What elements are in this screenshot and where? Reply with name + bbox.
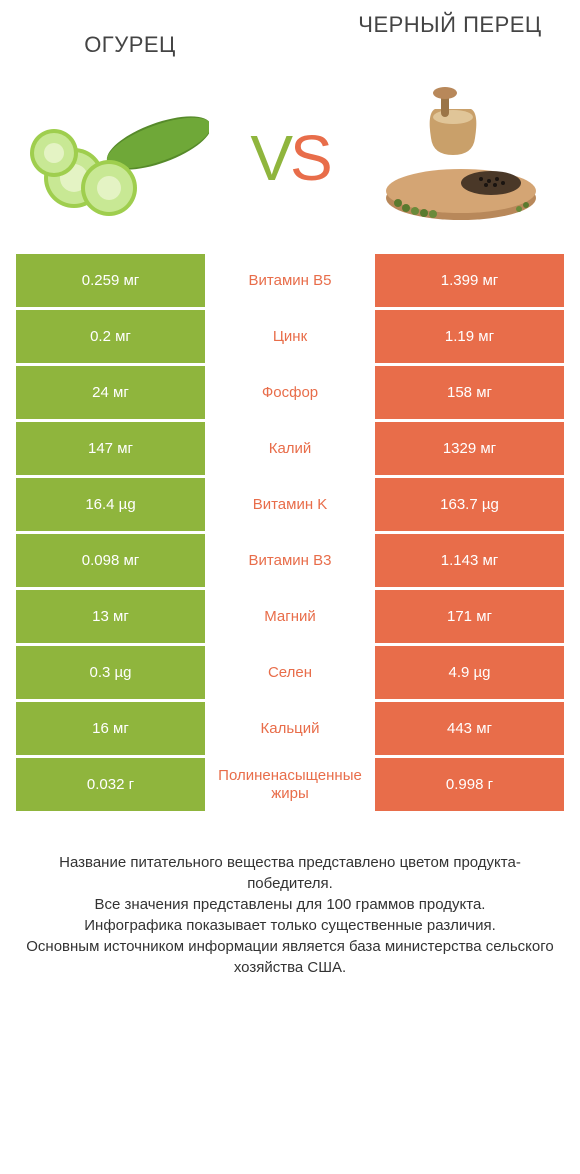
right-value-cell: 163.7 µg [375,478,564,531]
footer-line-4: Основным источником информации является … [24,936,556,978]
table-row: 24 мгФосфор158 мг [16,366,564,419]
left-value-cell: 16.4 µg [16,478,205,531]
right-value-cell: 1.143 мг [375,534,564,587]
footer-line-2: Все значения представлены для 100 граммо… [24,894,556,915]
nutrient-label-cell: Кальций [205,702,375,755]
nutrient-label-cell: Фосфор [205,366,375,419]
nutrient-label-cell: Витамин B5 [205,254,375,307]
left-value-cell: 0.032 г [16,758,205,811]
images-row: VS [0,58,580,246]
left-product-title: ОГУРЕЦ [30,12,230,58]
left-value-cell: 16 мг [16,702,205,755]
nutrient-label-cell: Магний [205,590,375,643]
nutrient-label-cell: Полиненасыщенные жиры [205,758,375,811]
header: ОГУРЕЦ ЧЕРНЫЙ ПЕРЕЦ [0,0,580,58]
left-value-cell: 147 мг [16,422,205,475]
cucumber-icon [29,93,209,223]
nutrient-label-cell: Калий [205,422,375,475]
right-value-cell: 1329 мг [375,422,564,475]
nutrient-label-cell: Витамин B3 [205,534,375,587]
right-value-cell: 171 мг [375,590,564,643]
left-value-cell: 13 мг [16,590,205,643]
nutrient-label-cell: Витамин K [205,478,375,531]
right-product-title: ЧЕРНЫЙ ПЕРЕЦ [350,12,550,38]
footer-line-3: Инфографика показывает только существенн… [24,915,556,936]
table-row: 16 мгКальций443 мг [16,702,564,755]
vs-label: VS [250,121,329,195]
right-value-cell: 0.998 г [375,758,564,811]
table-row: 0.3 µgСелен4.9 µg [16,646,564,699]
left-value-cell: 0.3 µg [16,646,205,699]
footer-line-1: Название питательного вещества представл… [24,852,556,894]
left-title-text: ОГУРЕЦ [30,32,230,58]
table-row: 0.259 мгВитамин B51.399 мг [16,254,564,307]
right-title-text: ЧЕРНЫЙ ПЕРЕЦ [350,12,550,38]
table-row: 147 мгКалий1329 мг [16,422,564,475]
nutrient-label-cell: Цинк [205,310,375,363]
pepper-image [366,78,556,238]
vs-v-letter: V [250,122,290,194]
left-value-cell: 24 мг [16,366,205,419]
nutrient-label-cell: Селен [205,646,375,699]
left-value-cell: 0.098 мг [16,534,205,587]
table-row: 0.098 мгВитамин B31.143 мг [16,534,564,587]
left-value-cell: 0.2 мг [16,310,205,363]
table-row: 0.2 мгЦинк1.19 мг [16,310,564,363]
right-value-cell: 4.9 µg [375,646,564,699]
vs-s-letter: S [290,122,330,194]
pepper-icon [371,83,551,233]
table-row: 16.4 µgВитамин K163.7 µg [16,478,564,531]
right-value-cell: 443 мг [375,702,564,755]
table-row: 13 мгМагний171 мг [16,590,564,643]
footer-notes: Название питательного вещества представл… [0,814,580,978]
right-value-cell: 158 мг [375,366,564,419]
left-value-cell: 0.259 мг [16,254,205,307]
right-value-cell: 1.19 мг [375,310,564,363]
table-row: 0.032 гПолиненасыщенные жиры0.998 г [16,758,564,811]
right-value-cell: 1.399 мг [375,254,564,307]
cucumber-image [24,78,214,238]
comparison-table: 0.259 мгВитамин B51.399 мг0.2 мгЦинк1.19… [0,246,580,811]
